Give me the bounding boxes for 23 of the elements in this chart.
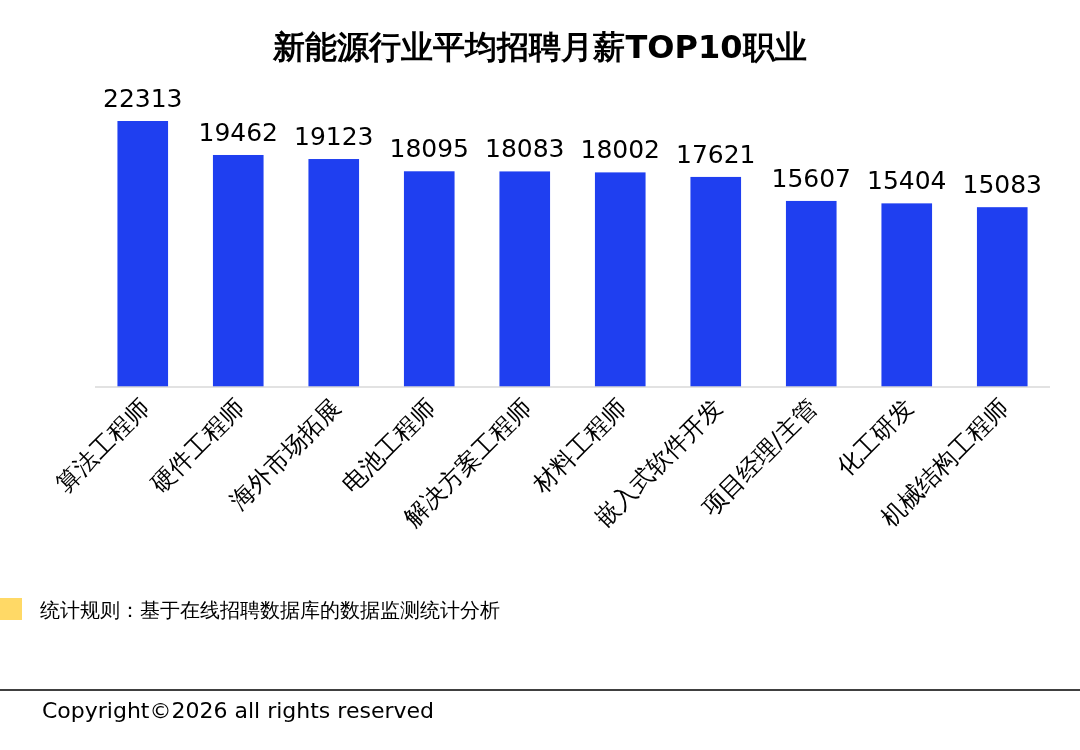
- bar: [403, 171, 455, 387]
- data-label: 22313: [102, 84, 183, 113]
- data-label: 19123: [293, 122, 374, 152]
- bar: [690, 176, 742, 387]
- text: 统计规则：基于在线招聘数据库的数据监测统计分析: [40, 598, 500, 622]
- bar: [308, 159, 360, 387]
- data-label: 17621: [675, 139, 756, 169]
- data-label: 18002: [580, 135, 661, 165]
- bar: [594, 172, 646, 387]
- bar: [881, 203, 933, 387]
- chart-title: 新能源行业平均招聘月薪TOP10职业: [272, 28, 807, 66]
- bar: [499, 171, 551, 387]
- data-label: 18083: [484, 134, 565, 164]
- data-label: 18095: [389, 134, 470, 164]
- data-label: 15083: [962, 170, 1043, 200]
- bar: [117, 121, 169, 387]
- data-label: 15607: [771, 163, 852, 193]
- bar: [785, 200, 837, 387]
- text: Copyright©2026 all rights reserved: [42, 698, 434, 723]
- bar: [212, 154, 264, 387]
- data-label: 15404: [866, 166, 947, 196]
- data-label: 19462: [198, 117, 279, 147]
- bar: [976, 207, 1028, 387]
